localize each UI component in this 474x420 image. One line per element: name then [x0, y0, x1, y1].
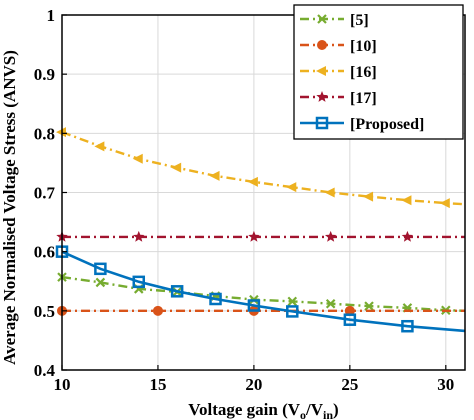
- legend-entry: [17]: [300, 90, 377, 107]
- legend-entry: [Proposed]: [300, 116, 424, 133]
- series-layer: [55, 127, 466, 333]
- y-tick-label: 0.6: [34, 243, 55, 262]
- y-tick-label: 0.5: [34, 302, 55, 321]
- data-point-star-marker: [133, 230, 145, 242]
- legend-label: [Proposed]: [350, 116, 424, 133]
- legend-label: [16]: [350, 64, 377, 81]
- data-point-square-marker: [286, 305, 299, 318]
- tick-labels: 10 15 20 25 30 0.4 0.5 0.6 0.7 0.8 0.9 1: [34, 6, 455, 394]
- data-point-triangle-marker: [316, 66, 326, 76]
- series-5: [55, 245, 466, 333]
- data-point-x-marker: [325, 298, 336, 309]
- x-axis-label-part: o: [300, 408, 306, 420]
- data-point-triangle-marker: [132, 153, 143, 164]
- data-point-triangle-marker: [401, 195, 412, 206]
- data-point-square-marker: [209, 292, 222, 306]
- data-point-square-marker: [170, 285, 184, 298]
- series-4: [56, 230, 465, 242]
- x-axis-label-part: /V: [305, 400, 324, 419]
- legend-label: [5]: [350, 12, 369, 29]
- series-1: [57, 272, 466, 316]
- data-point-triangle-marker: [247, 176, 258, 187]
- data-point-triangle-marker: [324, 187, 335, 198]
- legend: [5] [10] [16] [17] [Proposed]: [293, 4, 464, 140]
- series-line: [61, 130, 466, 206]
- series-line: [61, 275, 466, 312]
- data-point-x-marker: [364, 301, 374, 311]
- data-point-star-marker: [324, 230, 337, 242]
- data-point-square-marker: [401, 319, 414, 333]
- data-point-triangle-marker: [56, 127, 66, 138]
- data-point-square-marker: [315, 116, 329, 130]
- series-line: [61, 250, 466, 333]
- y-tick-label: 1: [47, 6, 56, 25]
- x-tick-label: 30: [437, 375, 454, 394]
- x-tick-label: 15: [149, 375, 166, 394]
- data-point-triangle-marker: [286, 182, 297, 193]
- data-point-square-marker: [247, 299, 261, 312]
- data-point-triangle-marker: [171, 162, 182, 173]
- x-axis-label: Voltage gain (Vo/Vin): [188, 400, 338, 420]
- y-tick-label: 0.7: [34, 184, 56, 203]
- legend-entry: [5]: [300, 12, 369, 29]
- data-point-square-marker: [94, 262, 107, 276]
- x-axis-label-part: Voltage gain (V: [188, 400, 300, 419]
- legend-label: [17]: [350, 90, 377, 107]
- data-point-circle-marker: [317, 40, 327, 50]
- data-point-x-marker: [95, 277, 106, 288]
- y-axis-label: Average Normalised Voltage Stress (ANVS): [0, 50, 19, 365]
- data-point-triangle-marker: [439, 198, 450, 209]
- data-point-x-marker: [287, 296, 298, 307]
- x-axis-label-part: in: [323, 408, 333, 420]
- x-tick-label: 10: [54, 375, 71, 394]
- data-point-square-marker: [343, 313, 357, 326]
- legend-entry: [16]: [300, 64, 377, 81]
- data-point-star-marker: [401, 230, 414, 242]
- x-axis-label-part: ): [333, 400, 339, 419]
- legend-entry: [10]: [300, 38, 377, 55]
- legend-label: [10]: [350, 38, 377, 55]
- data-point-triangle-marker: [94, 141, 105, 152]
- series-3: [56, 127, 466, 209]
- data-point-star-marker: [316, 91, 328, 102]
- data-point-star-marker: [248, 230, 260, 242]
- y-tick-label: 0.9: [34, 65, 55, 84]
- data-point-circle-marker: [152, 305, 163, 316]
- data-point-x-marker: [317, 14, 327, 24]
- y-tick-label: 0.4: [34, 361, 56, 380]
- data-point-triangle-marker: [363, 191, 374, 202]
- y-tick-label: 0.8: [34, 124, 55, 143]
- data-point-triangle-marker: [209, 170, 220, 181]
- x-tick-label: 20: [245, 375, 262, 394]
- x-tick-label: 25: [341, 375, 358, 394]
- data-point-square-marker: [132, 275, 146, 289]
